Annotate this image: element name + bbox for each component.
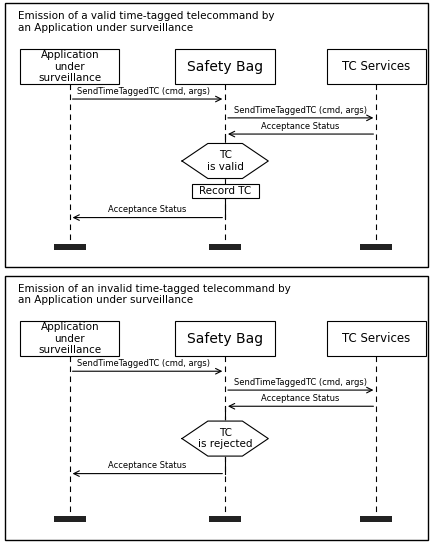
Text: Application
under
surveillance: Application under surveillance xyxy=(38,50,101,83)
FancyBboxPatch shape xyxy=(192,184,259,198)
FancyBboxPatch shape xyxy=(175,321,275,356)
FancyBboxPatch shape xyxy=(209,244,241,250)
FancyBboxPatch shape xyxy=(54,244,86,250)
FancyBboxPatch shape xyxy=(175,49,275,84)
FancyBboxPatch shape xyxy=(326,49,426,84)
FancyBboxPatch shape xyxy=(20,49,120,84)
FancyBboxPatch shape xyxy=(209,516,241,522)
FancyBboxPatch shape xyxy=(5,276,428,540)
FancyBboxPatch shape xyxy=(20,321,120,356)
Text: SendTimeTaggedTC (cmd, args): SendTimeTaggedTC (cmd, args) xyxy=(77,359,210,368)
FancyBboxPatch shape xyxy=(326,321,426,356)
Text: Acceptance Status: Acceptance Status xyxy=(262,394,340,403)
Text: Safety Bag: Safety Bag xyxy=(187,332,263,346)
Text: TC
is valid: TC is valid xyxy=(207,150,244,172)
Text: Acceptance Status: Acceptance Status xyxy=(108,462,187,470)
Text: TC Services: TC Services xyxy=(342,60,410,73)
Text: Application
under
surveillance: Application under surveillance xyxy=(38,323,101,356)
FancyBboxPatch shape xyxy=(360,244,392,250)
Text: SendTimeTaggedTC (cmd, args): SendTimeTaggedTC (cmd, args) xyxy=(234,106,367,115)
Text: Emission of a valid time-tagged telecommand by
an Application under surveillance: Emission of a valid time-tagged telecomm… xyxy=(18,11,275,33)
FancyBboxPatch shape xyxy=(54,516,86,522)
Text: TC
is rejected: TC is rejected xyxy=(198,428,252,450)
Text: SendTimeTaggedTC (cmd, args): SendTimeTaggedTC (cmd, args) xyxy=(77,87,210,96)
Text: Acceptance Status: Acceptance Status xyxy=(108,205,187,214)
Text: TC Services: TC Services xyxy=(342,332,410,345)
Text: Record TC: Record TC xyxy=(199,186,251,195)
FancyBboxPatch shape xyxy=(360,516,392,522)
Text: SendTimeTaggedTC (cmd, args): SendTimeTaggedTC (cmd, args) xyxy=(234,378,367,387)
Polygon shape xyxy=(182,421,268,456)
Text: Safety Bag: Safety Bag xyxy=(187,60,263,74)
Text: Emission of an invalid time-tagged telecommand by
an Application under surveilla: Emission of an invalid time-tagged telec… xyxy=(18,283,291,305)
Polygon shape xyxy=(182,143,268,179)
FancyBboxPatch shape xyxy=(5,3,428,267)
Text: Acceptance Status: Acceptance Status xyxy=(262,122,340,131)
